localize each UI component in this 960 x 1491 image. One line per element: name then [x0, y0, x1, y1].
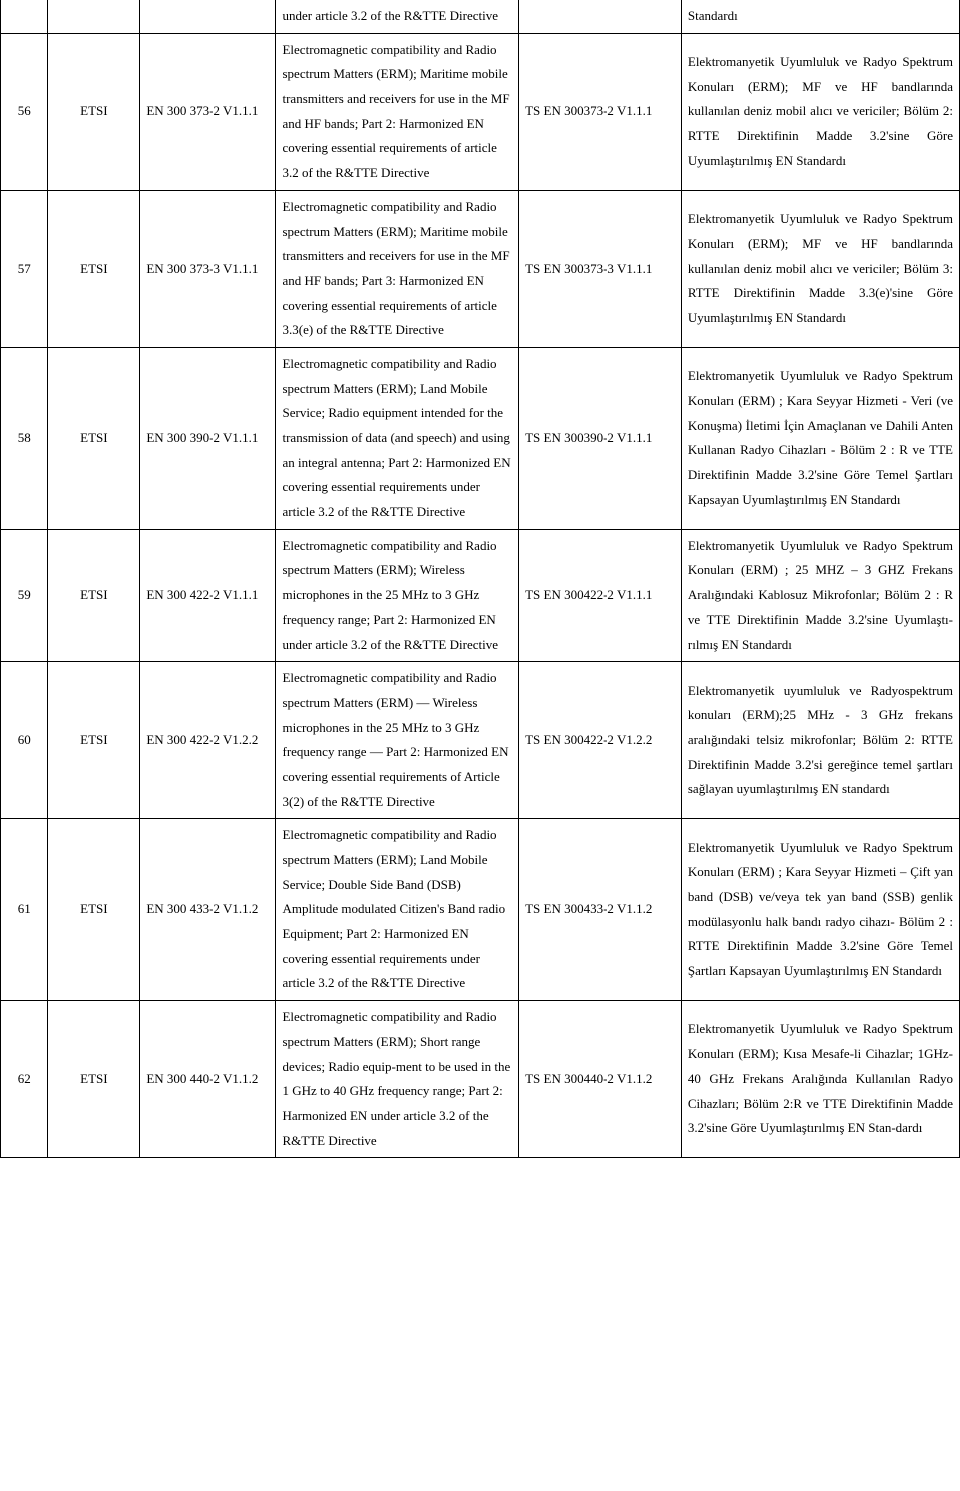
row-description-tr: Elektromanyetik Uyumluluk ve Radyo Spekt… [681, 33, 959, 190]
standards-table: under article 3.2 of the R&TTE Directive… [0, 0, 960, 1158]
row-standard-code: EN 300 390-2 V1.1.1 [140, 347, 276, 529]
row-standard-code: EN 300 422-2 V1.2.2 [140, 662, 276, 819]
row-ts-code: TS EN 300373-3 V1.1.1 [519, 190, 682, 347]
row-number: 60 [1, 662, 48, 819]
row-number: 62 [1, 1001, 48, 1158]
row-ts-code: TS EN 300390-2 V1.1.1 [519, 347, 682, 529]
row-description-tr: Elektromanyetik Uyumluluk ve Radyo Spekt… [681, 1001, 959, 1158]
row-organization [48, 0, 140, 33]
row-organization: ETSI [48, 819, 140, 1001]
row-number: 56 [1, 33, 48, 190]
row-standard-code: EN 300 433-2 V1.1.2 [140, 819, 276, 1001]
table-row: 59ETSIEN 300 422-2 V1.1.1Electromagnetic… [1, 529, 960, 661]
table-row: 58ETSIEN 300 390-2 V1.1.1Electromagnetic… [1, 347, 960, 529]
row-ts-code [519, 0, 682, 33]
row-organization: ETSI [48, 1001, 140, 1158]
row-number: 58 [1, 347, 48, 529]
row-description-tr: Elektromanyetik Uyumluluk ve Radyo Spekt… [681, 529, 959, 661]
row-organization: ETSI [48, 662, 140, 819]
row-description-en: Electromagnetic compatibility and Radio … [276, 1001, 519, 1158]
table-row: 57ETSIEN 300 373-3 V1.1.1Electromagnetic… [1, 190, 960, 347]
row-description-tr: Elektromanyetik Uyumluluk ve Radyo Spekt… [681, 819, 959, 1001]
row-standard-code: EN 300 422-2 V1.1.1 [140, 529, 276, 661]
row-description-en: Electromagnetic compatibility and Radio … [276, 662, 519, 819]
row-standard-code: EN 300 373-2 V1.1.1 [140, 33, 276, 190]
row-organization: ETSI [48, 33, 140, 190]
row-organization: ETSI [48, 190, 140, 347]
row-standard-code [140, 0, 276, 33]
row-organization: ETSI [48, 347, 140, 529]
table-row: 60ETSIEN 300 422-2 V1.2.2Electromagnetic… [1, 662, 960, 819]
row-description-en: Electromagnetic compatibility and Radio … [276, 347, 519, 529]
row-ts-code: TS EN 300433-2 V1.1.2 [519, 819, 682, 1001]
table-row: 56ETSIEN 300 373-2 V1.1.1Electromagnetic… [1, 33, 960, 190]
table-row: 61ETSIEN 300 433-2 V1.1.2Electromagnetic… [1, 819, 960, 1001]
row-description-tr: Elektromanyetik uyumluluk ve Radyospektr… [681, 662, 959, 819]
row-description-tr: Elektromanyetik Uyumluluk ve Radyo Spekt… [681, 347, 959, 529]
row-description-tr: Elektromanyetik Uyumluluk ve Radyo Spekt… [681, 190, 959, 347]
row-number: 59 [1, 529, 48, 661]
row-ts-code: TS EN 300422-2 V1.1.1 [519, 529, 682, 661]
row-description-en: Electromagnetic compatibility and Radio … [276, 819, 519, 1001]
row-description-en: under article 3.2 of the R&TTE Directive [276, 0, 519, 33]
row-number: 61 [1, 819, 48, 1001]
row-standard-code: EN 300 440-2 V1.1.2 [140, 1001, 276, 1158]
row-description-en: Electromagnetic compatibility and Radio … [276, 529, 519, 661]
table-row: under article 3.2 of the R&TTE Directive… [1, 0, 960, 33]
row-description-tr: Standardı [681, 0, 959, 33]
row-standard-code: EN 300 373-3 V1.1.1 [140, 190, 276, 347]
row-number: 57 [1, 190, 48, 347]
row-ts-code: TS EN 300422-2 V1.2.2 [519, 662, 682, 819]
row-organization: ETSI [48, 529, 140, 661]
row-description-en: Electromagnetic compatibility and Radio … [276, 190, 519, 347]
row-ts-code: TS EN 300373-2 V1.1.1 [519, 33, 682, 190]
row-ts-code: TS EN 300440-2 V1.1.2 [519, 1001, 682, 1158]
row-number [1, 0, 48, 33]
row-description-en: Electromagnetic compatibility and Radio … [276, 33, 519, 190]
table-row: 62ETSIEN 300 440-2 V1.1.2Electromagnetic… [1, 1001, 960, 1158]
